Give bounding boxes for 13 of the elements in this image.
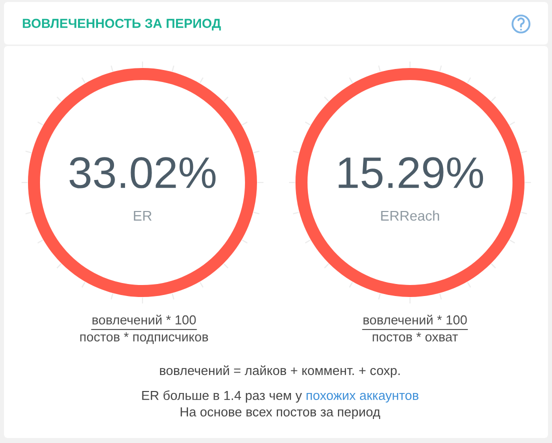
text: На основе всех постов за период — [180, 407, 380, 420]
category-label: ERReach — [381, 210, 440, 221]
text: вовлечений = лайков + коммент. + сохр. — [160, 365, 400, 378]
data-label: 15.29% — [338, 157, 484, 188]
text: постов * охват — [372, 332, 458, 342]
text: похожих аккаунтов — [306, 392, 418, 403]
text: ВОВЛЕЧЕННОСТЬ ЗА ПЕРИОД — [22, 18, 221, 30]
text: вовлечений * 100 — [92, 314, 196, 324]
text: ER больше в 1.4 раз чем у — [142, 390, 302, 403]
text: вовлечений * 100 — [364, 314, 467, 324]
data-label: 33.02% — [70, 157, 216, 188]
category-label: ER — [134, 210, 152, 221]
text: постов * подписчиков — [80, 332, 208, 344]
